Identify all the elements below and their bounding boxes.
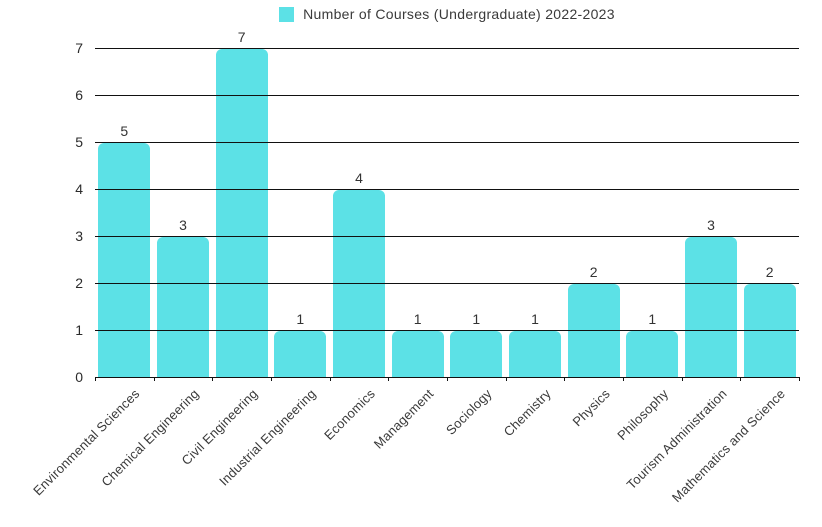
x-axis-tick: [271, 377, 272, 381]
x-axis-tick: [505, 377, 507, 381]
gridline: [95, 330, 799, 331]
y-axis-tick-label: 1: [75, 322, 83, 338]
gridline: [95, 189, 799, 190]
bar-chemical-engineering: [157, 237, 209, 377]
bar-industrial-engineering: [274, 331, 327, 377]
gridline: [95, 283, 799, 284]
gridline: [95, 142, 799, 143]
x-axis-category-label: Economics: [320, 386, 378, 443]
bar-philosophy: [626, 331, 679, 377]
x-axis-tick: [329, 377, 331, 381]
bar-value-label: 3: [179, 217, 187, 233]
x-axis-category-label: Chemistry: [500, 386, 554, 440]
x-axis-category-label: Philosophy: [613, 386, 671, 443]
bar-value-label: 1: [531, 311, 539, 327]
y-axis-tick-label: 2: [75, 275, 83, 291]
y-axis-tick-label: 6: [75, 87, 83, 103]
bar-management: [391, 331, 444, 377]
bar-tourism-administration: [685, 237, 737, 377]
gridline: [95, 236, 799, 237]
bar-value-label: 1: [472, 311, 481, 327]
legend-item[interactable]: Number of Courses (Undergraduate) 2022-2…: [95, 5, 799, 23]
x-axis-category-label: Chemical Engineering: [98, 386, 202, 490]
y-axis-tick-label: 5: [75, 134, 83, 150]
x-axis-tick: [681, 377, 683, 381]
x-axis-tick: [564, 377, 566, 381]
x-axis-tick: [388, 377, 390, 381]
gridline: [95, 95, 799, 96]
gridline: [95, 48, 799, 49]
bar-value-label: 5: [120, 123, 129, 139]
bar-value-label: 4: [355, 170, 363, 186]
bar-environmental-sciences: [98, 143, 151, 377]
x-axis-tick: [799, 377, 800, 381]
x-axis-tick: [623, 377, 624, 381]
y-axis-tick-label: 3: [75, 228, 83, 244]
x-axis-category-label: Environmental Sciences: [30, 386, 143, 499]
y-axis-tick-label: 4: [75, 181, 83, 197]
bar-chemistry: [509, 331, 561, 377]
x-axis-category-label: Mathematics and Science: [669, 386, 789, 506]
x-axis-tick: [447, 377, 448, 381]
x-axis-tick: [95, 377, 96, 381]
bar-value-label: 2: [589, 264, 598, 280]
x-axis-tick: [740, 377, 742, 381]
x-axis-category-label: Management: [370, 386, 437, 452]
x-axis-category-label: Physics: [569, 386, 613, 430]
x-axis-tick: [212, 377, 214, 381]
x-axis-tick: [153, 377, 155, 381]
bar-civil-engineering: [215, 49, 268, 377]
y-axis-tick-label: 0: [75, 369, 83, 385]
legend-swatch-icon: [279, 6, 295, 22]
bar-value-label: 1: [296, 311, 305, 327]
bar-value-label: 7: [237, 29, 246, 45]
bar-value-label: 1: [413, 311, 422, 327]
bar-value-label: 3: [707, 217, 715, 233]
x-axis-category-label: Industrial Engineering: [216, 386, 319, 489]
y-axis-tick-label: 7: [75, 40, 83, 56]
bar-sociology: [450, 331, 503, 377]
x-axis-category-label: Sociology: [443, 386, 495, 438]
legend-label: Number of Courses (Undergraduate) 2022-2…: [303, 6, 615, 22]
x-axis-category-label: Tourism Administration: [623, 386, 730, 493]
bar-value-label: 1: [648, 311, 657, 327]
bar-value-label: 2: [765, 264, 774, 280]
